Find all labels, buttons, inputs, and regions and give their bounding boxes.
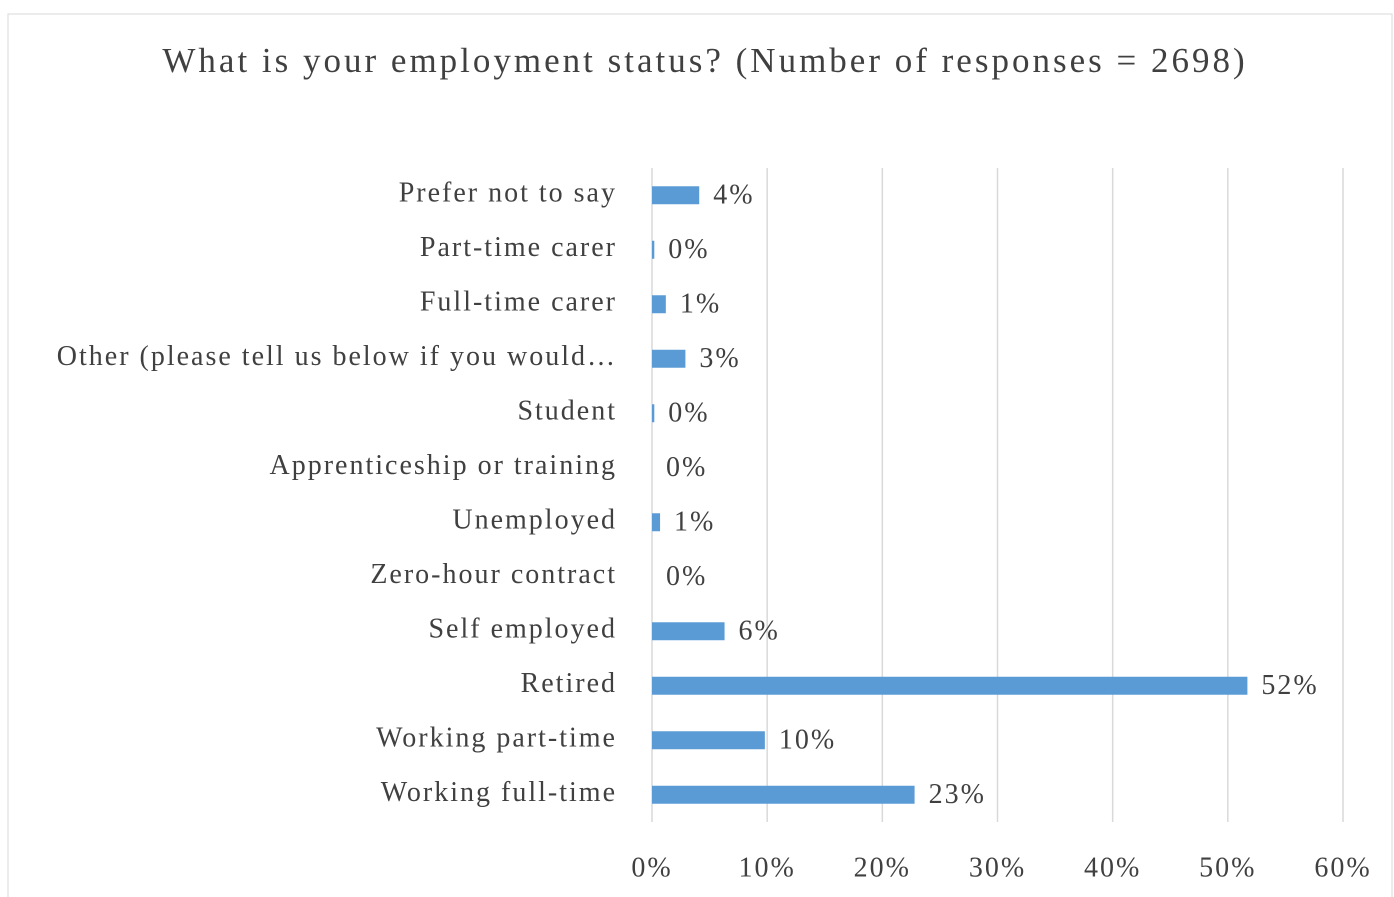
y-tick-label: Working part-time bbox=[376, 723, 617, 754]
value-label: 6% bbox=[739, 616, 780, 647]
x-tick-label: 10% bbox=[739, 852, 796, 883]
y-tick-label: Part-time carer bbox=[420, 232, 617, 263]
value-label: 3% bbox=[699, 343, 740, 374]
x-tick-label: 60% bbox=[1314, 852, 1371, 883]
bar bbox=[652, 186, 700, 205]
x-tick-label: 0% bbox=[631, 852, 672, 883]
x-tick-label: 20% bbox=[854, 852, 911, 883]
chart-title: What is your employment status? (Number … bbox=[162, 41, 1248, 80]
y-tick-label: Student bbox=[517, 396, 617, 427]
value-label: 52% bbox=[1261, 670, 1318, 701]
y-tick-label: Zero-hour contract bbox=[370, 559, 617, 590]
x-tick-label: 50% bbox=[1199, 852, 1256, 883]
value-label: 10% bbox=[779, 725, 836, 756]
value-label: 0% bbox=[666, 561, 707, 592]
y-tick-label: Prefer not to say bbox=[399, 178, 617, 209]
value-label: 4% bbox=[713, 180, 754, 211]
bar bbox=[652, 404, 655, 423]
x-tick-label: 30% bbox=[969, 852, 1026, 883]
bar bbox=[652, 676, 1248, 695]
x-tick-label: 40% bbox=[1084, 852, 1141, 883]
value-label: 23% bbox=[929, 779, 986, 810]
y-tick-label: Full-time carer bbox=[420, 287, 617, 318]
y-tick-label: Working full-time bbox=[381, 777, 617, 808]
y-tick-label: Self employed bbox=[428, 614, 617, 645]
value-label: 0% bbox=[668, 398, 709, 429]
chart-border bbox=[7, 13, 1393, 897]
bar bbox=[652, 622, 725, 641]
y-tick-label: Retired bbox=[521, 668, 617, 699]
value-label: 0% bbox=[666, 452, 707, 483]
bar bbox=[652, 513, 661, 532]
bar bbox=[652, 295, 666, 314]
value-label: 1% bbox=[674, 507, 715, 538]
bar bbox=[652, 240, 655, 259]
y-tick-label: Apprenticeship or training bbox=[270, 450, 617, 481]
value-label: 0% bbox=[668, 234, 709, 265]
value-label: 1% bbox=[680, 289, 721, 320]
bar bbox=[652, 349, 686, 368]
bar bbox=[652, 785, 915, 804]
y-tick-label: Other (please tell us below if you would… bbox=[57, 341, 617, 372]
y-tick-label: Unemployed bbox=[452, 505, 617, 536]
bar bbox=[652, 731, 765, 750]
